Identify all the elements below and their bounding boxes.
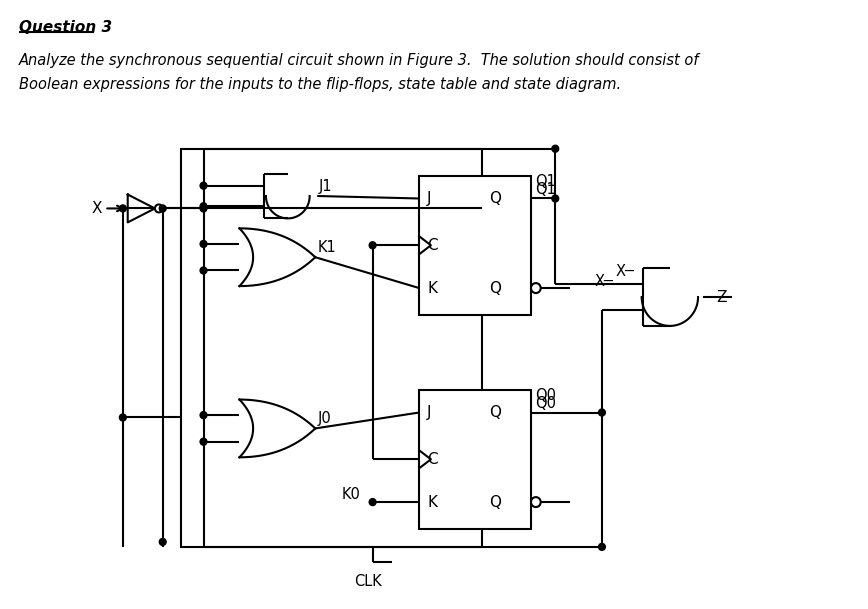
Text: Q: Q [490, 191, 501, 206]
Text: K1: K1 [317, 240, 336, 255]
Text: Q: Q [490, 281, 501, 295]
Text: K0: K0 [342, 487, 361, 502]
Bar [419, 390, 531, 529]
Bar [419, 175, 531, 315]
Text: Q0: Q0 [535, 387, 556, 403]
Circle shape [160, 205, 166, 212]
Text: Q1: Q1 [535, 182, 556, 197]
Circle shape [531, 497, 541, 507]
Text: Q0: Q0 [535, 396, 556, 411]
Circle shape [531, 283, 541, 293]
Circle shape [160, 538, 166, 546]
Text: J1: J1 [319, 179, 332, 194]
Circle shape [201, 182, 207, 189]
Circle shape [201, 241, 207, 247]
Text: Analyze the synchronous sequential circuit shown in Figure 3.  The solution shou: Analyze the synchronous sequential circu… [19, 53, 700, 68]
Circle shape [201, 438, 207, 445]
Text: C: C [427, 452, 437, 466]
Circle shape [201, 412, 207, 418]
Text: Q: Q [490, 495, 501, 510]
Circle shape [201, 203, 207, 209]
Circle shape [599, 409, 605, 416]
Text: CLK: CLK [354, 574, 382, 589]
Text: X─: X─ [615, 264, 635, 280]
Circle shape [120, 414, 126, 421]
Text: J0: J0 [317, 412, 331, 426]
Text: X: X [92, 201, 102, 216]
Circle shape [369, 499, 376, 505]
Text: Boolean expressions for the inputs to the flip-flops, state table and state diag: Boolean expressions for the inputs to th… [19, 77, 621, 92]
Text: C: C [427, 238, 437, 253]
Text: K: K [427, 281, 437, 295]
Circle shape [201, 205, 207, 212]
Text: ─Z: ─Z [707, 289, 727, 304]
Text: K: K [427, 495, 437, 510]
Bar [181, 149, 483, 547]
Circle shape [155, 205, 162, 213]
Text: J: J [427, 405, 431, 420]
Circle shape [599, 543, 605, 551]
Text: J: J [427, 191, 431, 206]
Text: Question 3: Question 3 [19, 20, 112, 35]
Text: X─: X─ [595, 274, 614, 289]
Circle shape [369, 242, 376, 248]
Circle shape [552, 145, 559, 152]
Circle shape [201, 267, 207, 274]
Circle shape [120, 205, 126, 212]
Circle shape [552, 195, 559, 202]
Text: Q: Q [490, 405, 501, 420]
Text: Q1: Q1 [535, 174, 556, 189]
